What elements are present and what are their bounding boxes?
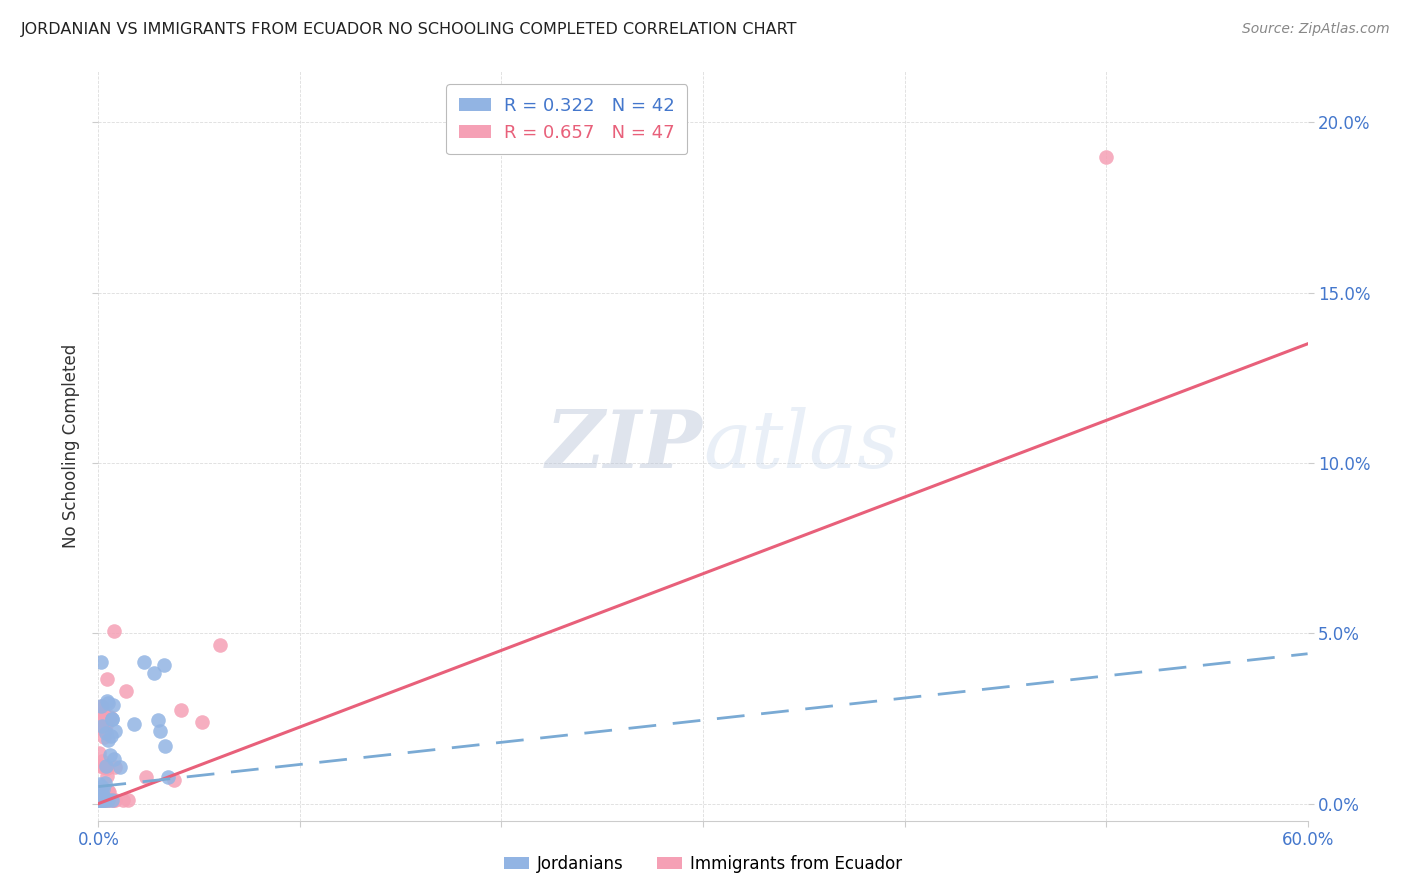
Point xyxy=(146,713,169,727)
Point xyxy=(89,702,111,716)
Point xyxy=(93,760,115,774)
Point xyxy=(94,793,117,807)
Point xyxy=(90,699,112,714)
Point xyxy=(91,789,114,803)
Point xyxy=(87,793,110,807)
Point xyxy=(96,694,118,708)
Text: JORDANIAN VS IMMIGRANTS FROM ECUADOR NO SCHOOLING COMPLETED CORRELATION CHART: JORDANIAN VS IMMIGRANTS FROM ECUADOR NO … xyxy=(21,22,797,37)
Point xyxy=(91,780,114,795)
Point xyxy=(89,793,111,807)
Point xyxy=(100,712,122,726)
Point xyxy=(87,793,110,807)
Point xyxy=(89,793,111,807)
Point xyxy=(103,752,125,766)
Point xyxy=(93,724,115,739)
Point xyxy=(91,793,114,807)
Point xyxy=(90,780,112,794)
Point xyxy=(143,666,166,681)
Point xyxy=(97,784,120,798)
Point xyxy=(100,729,122,743)
Point xyxy=(94,726,117,740)
Legend: Jordanians, Immigrants from Ecuador: Jordanians, Immigrants from Ecuador xyxy=(496,848,910,880)
Point xyxy=(87,793,110,807)
Y-axis label: No Schooling Completed: No Schooling Completed xyxy=(62,344,80,548)
Point xyxy=(90,698,112,713)
Point xyxy=(90,719,112,733)
Point xyxy=(190,715,212,730)
Point xyxy=(97,733,120,747)
Point xyxy=(97,793,120,807)
Point xyxy=(91,721,114,735)
Point xyxy=(97,793,120,807)
Point xyxy=(94,718,117,732)
Point xyxy=(103,624,125,638)
Point xyxy=(1095,149,1118,163)
Point xyxy=(90,793,112,807)
Point xyxy=(97,793,120,807)
Point xyxy=(91,793,114,807)
Point xyxy=(94,793,117,807)
Point xyxy=(157,770,180,784)
Text: Source: ZipAtlas.com: Source: ZipAtlas.com xyxy=(1241,22,1389,37)
Point xyxy=(90,655,112,669)
Point xyxy=(91,781,114,796)
Point xyxy=(98,709,121,723)
Text: atlas: atlas xyxy=(703,408,898,484)
Point xyxy=(98,747,121,762)
Point xyxy=(132,656,155,670)
Point xyxy=(104,724,127,739)
Point xyxy=(90,714,112,729)
Point xyxy=(208,638,231,652)
Point xyxy=(170,703,193,717)
Text: ZIP: ZIP xyxy=(546,408,703,484)
Point xyxy=(87,793,110,807)
Point xyxy=(89,759,111,773)
Point xyxy=(91,793,114,807)
Point xyxy=(93,793,115,807)
Point xyxy=(94,793,117,807)
Point xyxy=(103,793,125,807)
Point xyxy=(94,775,117,789)
Point xyxy=(91,722,114,736)
Point xyxy=(153,657,176,672)
Point xyxy=(112,793,135,807)
Point xyxy=(101,712,124,726)
Point xyxy=(91,793,114,807)
Point xyxy=(104,793,127,807)
Point xyxy=(153,739,176,753)
Point xyxy=(96,762,118,776)
Point xyxy=(122,717,145,731)
Point xyxy=(91,705,114,719)
Legend: R = 0.322   N = 42, R = 0.657   N = 47: R = 0.322 N = 42, R = 0.657 N = 47 xyxy=(446,84,688,154)
Point xyxy=(104,760,127,774)
Point xyxy=(93,730,115,744)
Point xyxy=(98,785,121,799)
Point xyxy=(89,793,111,807)
Point xyxy=(87,746,110,760)
Point xyxy=(90,793,112,807)
Point xyxy=(117,793,139,807)
Point xyxy=(89,793,111,807)
Point xyxy=(108,760,131,774)
Point xyxy=(114,683,136,698)
Point xyxy=(101,793,124,807)
Point xyxy=(101,793,124,807)
Point xyxy=(90,708,112,723)
Point xyxy=(93,793,115,807)
Point xyxy=(94,759,117,773)
Point xyxy=(101,698,124,712)
Point xyxy=(149,724,172,739)
Point xyxy=(96,672,118,686)
Point xyxy=(90,793,112,807)
Point xyxy=(135,771,157,785)
Point xyxy=(97,696,120,710)
Point xyxy=(87,777,110,791)
Point xyxy=(90,754,112,768)
Point xyxy=(89,781,111,796)
Point xyxy=(163,772,186,787)
Point xyxy=(96,769,118,783)
